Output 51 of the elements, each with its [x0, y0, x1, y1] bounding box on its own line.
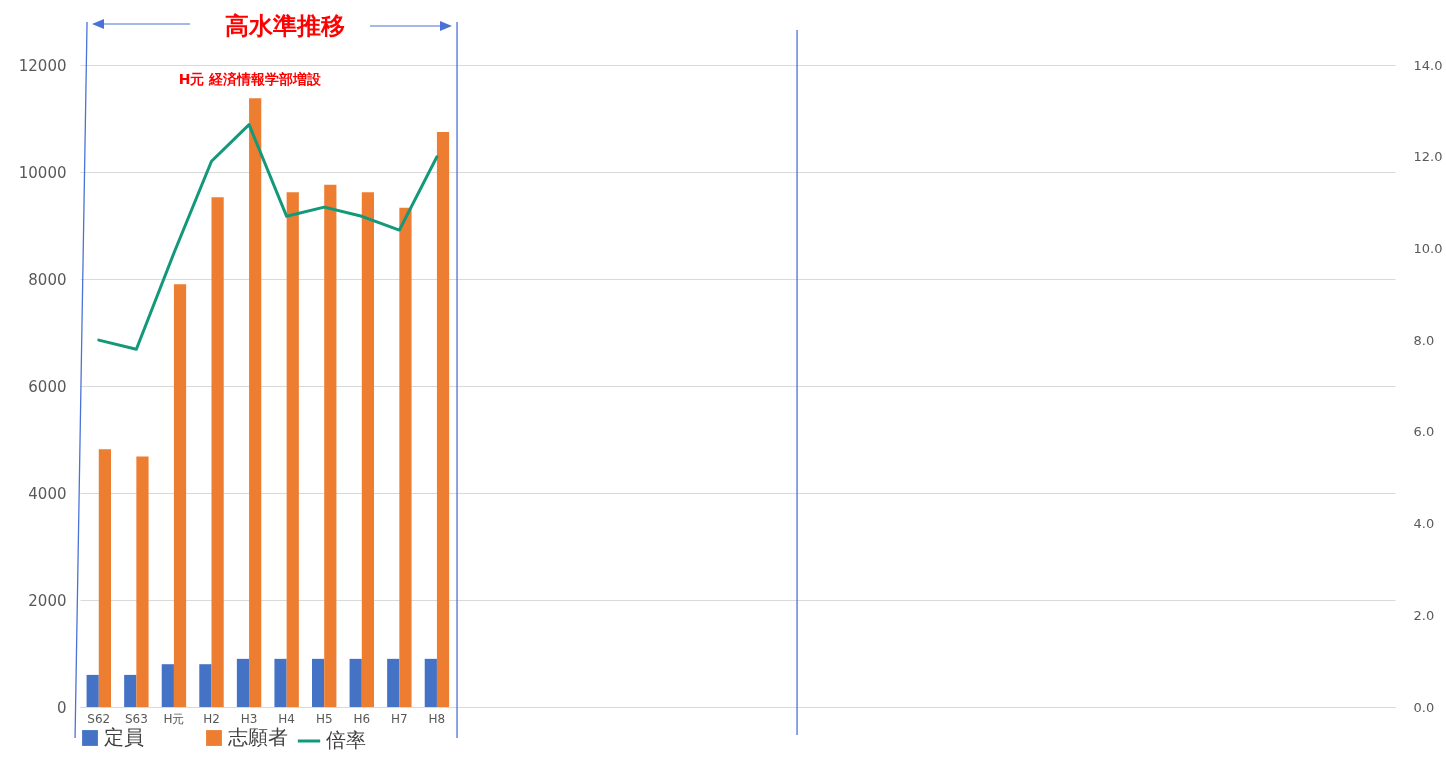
legend-label: 倍率 — [326, 728, 366, 752]
y-tick-label: 12000 — [18, 56, 67, 75]
bar — [199, 664, 212, 707]
y-tick-label: 8000 — [28, 270, 67, 289]
annotation: H元 経済情報学部増設 — [178, 71, 323, 87]
bar — [424, 658, 437, 707]
bar — [274, 658, 287, 707]
bar — [249, 98, 262, 707]
x-tick-label: H7 — [391, 711, 408, 726]
y2-tick-label: 14.0 — [1413, 57, 1443, 73]
y2-tick-label: 6.0 — [1413, 424, 1435, 440]
bar — [211, 197, 224, 707]
y-tick-label: 2000 — [28, 591, 67, 610]
bar — [98, 449, 111, 707]
bar — [312, 658, 325, 707]
y-tick-label: 6000 — [28, 377, 67, 396]
bar — [361, 192, 374, 707]
y-tick-label: 0 — [56, 698, 67, 717]
x-tick-label: H2 — [203, 711, 220, 726]
line-series — [97, 123, 439, 351]
y2-tick-label: 12.0 — [1413, 149, 1443, 165]
y-tick-label: 10000 — [18, 163, 67, 182]
bar — [173, 284, 187, 707]
bar — [124, 674, 137, 707]
x-tick-label: S62 — [87, 711, 111, 726]
y-tick-label: 4000 — [28, 484, 67, 503]
bar — [349, 658, 362, 707]
bar — [324, 184, 337, 707]
bar — [236, 658, 250, 707]
bar — [86, 674, 99, 707]
y2-tick-label: 0.0 — [1413, 699, 1435, 715]
x-tick-label: H4 — [278, 711, 295, 726]
x-tick-label: H5 — [315, 711, 333, 726]
bar — [399, 207, 412, 707]
legend-label: 定員 — [104, 725, 144, 749]
bar — [436, 131, 450, 707]
x-tick-label: S63 — [124, 711, 148, 726]
y2-tick-label: 8.0 — [1413, 332, 1435, 348]
x-tick-label: H3 — [240, 711, 258, 726]
y2-tick-label: 10.0 — [1413, 240, 1443, 256]
x-tick-label: H8 — [428, 711, 446, 726]
legend-label: 志願者 — [228, 725, 288, 749]
bar — [161, 664, 174, 707]
x-tick-label: H6 — [353, 711, 371, 726]
bar — [286, 192, 299, 707]
y2-tick-label: 2.0 — [1413, 607, 1435, 623]
bar — [387, 658, 400, 707]
text: 高水準推移 — [225, 12, 345, 40]
bar — [136, 456, 149, 707]
y2-tick-label: 4.0 — [1413, 516, 1435, 532]
x-tick-label: H元 — [163, 711, 185, 726]
